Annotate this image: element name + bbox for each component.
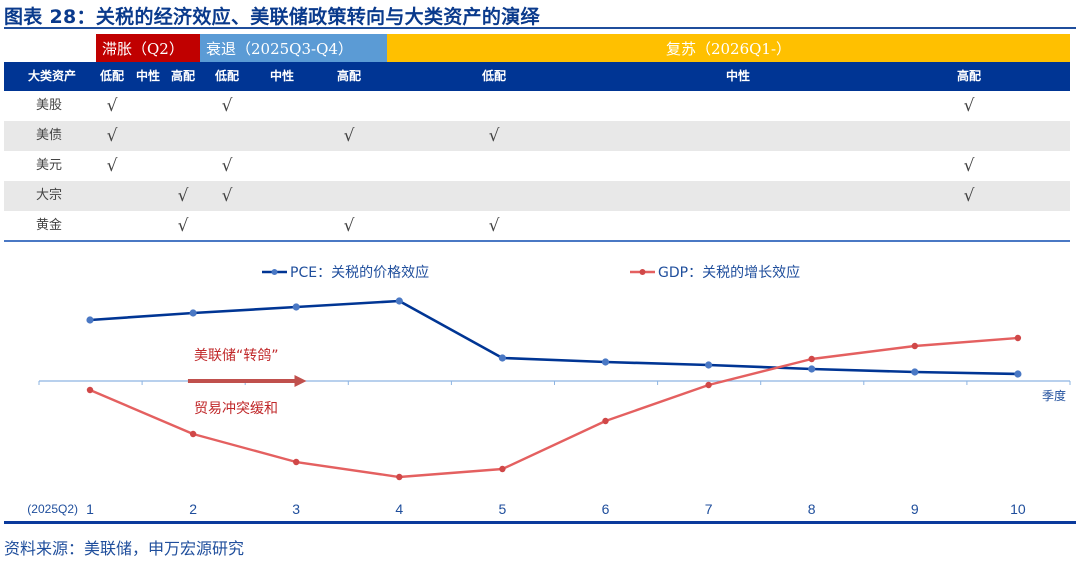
x-tick-label: 10	[1010, 501, 1026, 517]
x-tick-label: 8	[808, 501, 816, 517]
annotation-fed-dovish: 美联储“转鸽”	[194, 347, 279, 364]
x-tick-label: 7	[705, 501, 713, 517]
header-allocation: 低配	[214, 69, 240, 83]
gdp-marker	[808, 355, 815, 363]
pce-marker	[498, 354, 506, 362]
gdp-marker	[499, 465, 506, 473]
pce-marker	[601, 358, 610, 366]
legend-gdp-label: GDP：关税的增长效应	[658, 264, 800, 281]
pce-marker	[705, 361, 713, 369]
table-row: 美股 √ √ √	[4, 91, 1070, 121]
title-divider	[4, 27, 1076, 29]
legend-pce-label: PCE：关税的价格效应	[290, 264, 429, 281]
pce-marker	[911, 368, 919, 376]
x-tick-label: 3	[292, 501, 300, 517]
table-header: 大类资产 低配 中性 高配 低配 中性 高配 低配 中性 高配	[4, 62, 1070, 91]
line-chart: 季度 1 2 3 4 5 6 7 8 9 10 (2025Q2) 美联储“转鸽” 贸易冲突缓和 PCE：关税…	[27, 264, 1071, 517]
header-allocation: 低配	[481, 69, 507, 83]
x-tick-label: 6	[602, 501, 610, 517]
header-allocation: 中性	[725, 69, 751, 83]
check-mark-icon: √	[963, 156, 975, 176]
check-mark-icon: √	[106, 96, 118, 116]
table-bottom-rule	[4, 240, 1070, 242]
asset-label: 美债	[36, 128, 63, 143]
check-mark-icon: √	[106, 156, 118, 176]
header-allocation: 高配	[170, 69, 196, 83]
pce-marker	[808, 365, 816, 373]
check-mark-icon: √	[106, 126, 118, 146]
asset-label: 大宗	[36, 188, 63, 203]
pce-line	[89, 299, 1018, 376]
check-mark-icon: √	[177, 216, 189, 236]
header-allocation: 低配	[99, 69, 125, 83]
annotation-trade-easing: 贸易冲突缓和	[194, 401, 278, 417]
x-tick-label: 2	[189, 501, 197, 517]
asset-label: 美元	[36, 158, 63, 173]
bottom-divider	[4, 521, 1076, 524]
x-tick-label: 1	[86, 501, 94, 517]
x-tick-label: 4	[395, 501, 403, 517]
x-tick-prefix: (2025Q2)	[27, 502, 78, 516]
gdp-marker	[602, 417, 609, 425]
gdp-marker	[705, 381, 712, 389]
x-axis-title: 季度	[1042, 388, 1066, 403]
check-mark-icon: √	[963, 186, 975, 206]
table-row: 黄金 √ √ √	[4, 211, 1070, 241]
pce-marker	[189, 309, 197, 317]
check-mark-icon: √	[343, 126, 355, 146]
table-row: 美债 √ √ √	[4, 121, 1070, 151]
check-mark-icon: √	[343, 216, 355, 236]
header-allocation: 中性	[135, 69, 161, 83]
table-row: 美元 √ √ √	[4, 151, 1070, 181]
source-note: 资料来源：美联储，申万宏源研究	[4, 539, 245, 558]
check-mark-icon: √	[221, 186, 233, 206]
legend-gdp-marker-icon	[639, 269, 646, 275]
x-tick-label: 5	[499, 501, 507, 517]
check-mark-icon: √	[488, 216, 500, 236]
phase-label: 滞胀（Q2）	[96, 34, 200, 62]
figure-title: 图表 28：关税的经济效应、美联储政策转向与大类资产的演绎	[4, 6, 540, 28]
gdp-marker	[1014, 334, 1022, 342]
header-asset-class: 大类资产	[27, 69, 77, 83]
pce-marker	[395, 297, 403, 305]
header-allocation: 中性	[269, 69, 295, 83]
pce-marker	[1014, 370, 1022, 378]
gdp-marker	[189, 430, 197, 438]
gdp-marker	[911, 342, 918, 350]
asset-label: 美股	[36, 98, 63, 113]
pce-marker	[86, 316, 94, 324]
gdp-line	[89, 336, 1018, 479]
table-row: 大宗 √ √ √	[4, 181, 1070, 211]
check-mark-icon: √	[963, 96, 975, 116]
check-mark-icon: √	[177, 186, 189, 206]
check-mark-icon: √	[488, 126, 500, 146]
gdp-marker	[293, 458, 300, 466]
x-tick-label: 9	[911, 501, 919, 517]
asset-label: 黄金	[36, 218, 63, 233]
legend-pce-marker-icon	[271, 269, 278, 275]
header-allocation: 高配	[336, 69, 362, 83]
pce-marker	[292, 303, 300, 311]
phase-label: 复苏（2026Q1-）	[387, 34, 1070, 62]
check-mark-icon: √	[221, 96, 233, 116]
header-allocation: 高配	[956, 69, 982, 83]
gdp-marker	[396, 473, 403, 481]
phase-label: 衰退（2025Q3-Q4）	[200, 34, 387, 62]
check-mark-icon: √	[221, 156, 233, 176]
gdp-marker	[86, 386, 94, 394]
arrow-right-icon	[294, 375, 307, 387]
